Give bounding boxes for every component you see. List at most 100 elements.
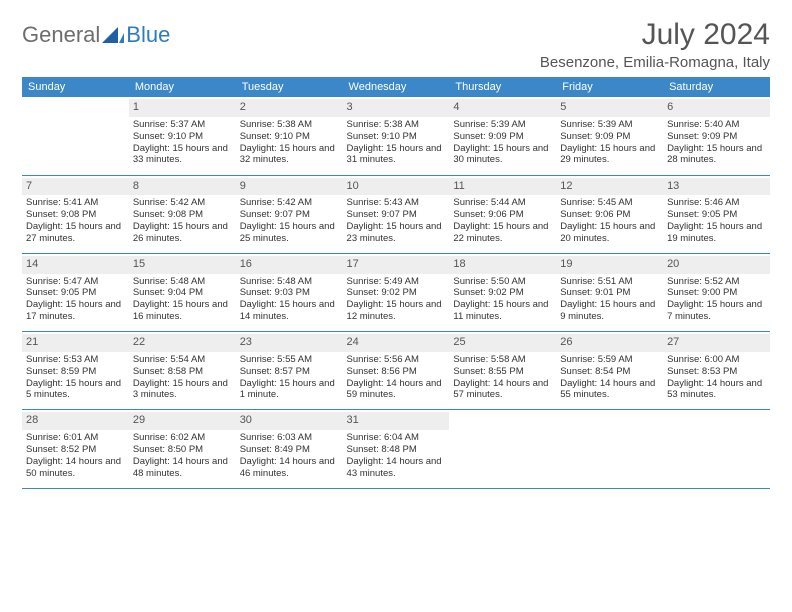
daylight-line: Daylight: 14 hours and 55 minutes. [560, 378, 659, 402]
calendar-cell: 15Sunrise: 5:48 AMSunset: 9:04 PMDayligh… [129, 253, 236, 331]
sunrise-line: Sunrise: 6:02 AM [133, 432, 232, 444]
logo-sail-icon [102, 27, 124, 43]
day-number: 24 [343, 334, 450, 352]
sunrise-line: Sunrise: 5:48 AM [240, 276, 339, 288]
daylight-line: Daylight: 15 hours and 11 minutes. [453, 299, 552, 323]
header: General Blue July 2024 Besenzone, Emilia… [22, 18, 770, 71]
title-block: July 2024 Besenzone, Emilia-Romagna, Ita… [540, 18, 770, 71]
sunrise-line: Sunrise: 5:47 AM [26, 276, 125, 288]
day-details: Sunrise: 5:55 AMSunset: 8:57 PMDaylight:… [240, 354, 339, 402]
sunrise-line: Sunrise: 5:42 AM [133, 197, 232, 209]
day-number: 14 [22, 256, 129, 274]
day-details: Sunrise: 5:42 AMSunset: 9:08 PMDaylight:… [133, 197, 232, 245]
sunrise-line: Sunrise: 5:54 AM [133, 354, 232, 366]
daylight-line: Daylight: 14 hours and 57 minutes. [453, 378, 552, 402]
calendar-cell: 6Sunrise: 5:40 AMSunset: 9:09 PMDaylight… [663, 97, 770, 175]
calendar-week: 7Sunrise: 5:41 AMSunset: 9:08 PMDaylight… [22, 175, 770, 253]
day-number: 10 [343, 178, 450, 196]
day-header: Monday [129, 77, 236, 97]
calendar-cell: 16Sunrise: 5:48 AMSunset: 9:03 PMDayligh… [236, 253, 343, 331]
daylight-line: Daylight: 15 hours and 23 minutes. [347, 221, 446, 245]
sunset-line: Sunset: 8:56 PM [347, 366, 446, 378]
calendar-cell: 14Sunrise: 5:47 AMSunset: 9:05 PMDayligh… [22, 253, 129, 331]
sunset-line: Sunset: 9:09 PM [453, 131, 552, 143]
day-number: 20 [663, 256, 770, 274]
day-header: Friday [556, 77, 663, 97]
sunrise-line: Sunrise: 5:44 AM [453, 197, 552, 209]
day-details: Sunrise: 5:45 AMSunset: 9:06 PMDaylight:… [560, 197, 659, 245]
day-number: 28 [22, 412, 129, 430]
sunset-line: Sunset: 8:59 PM [26, 366, 125, 378]
calendar-cell: 11Sunrise: 5:44 AMSunset: 9:06 PMDayligh… [449, 175, 556, 253]
day-details: Sunrise: 5:44 AMSunset: 9:06 PMDaylight:… [453, 197, 552, 245]
calendar-cell: 7Sunrise: 5:41 AMSunset: 9:08 PMDaylight… [22, 175, 129, 253]
day-details: Sunrise: 5:59 AMSunset: 8:54 PMDaylight:… [560, 354, 659, 402]
calendar-cell-empty [449, 410, 556, 488]
day-number: 29 [129, 412, 236, 430]
daylight-line: Daylight: 14 hours and 46 minutes. [240, 456, 339, 480]
calendar-cell: 2Sunrise: 5:38 AMSunset: 9:10 PMDaylight… [236, 97, 343, 175]
calendar-cell: 3Sunrise: 5:38 AMSunset: 9:10 PMDaylight… [343, 97, 450, 175]
calendar-cell: 26 Sunrise: 5:59 AMSunset: 8:54 PMDayligh… [556, 332, 663, 410]
sunrise-line: Sunrise: 5:38 AM [240, 119, 339, 131]
sunset-line: Sunset: 8:54 PM [560, 366, 659, 378]
calendar-cell: 9Sunrise: 5:42 AMSunset: 9:07 PMDaylight… [236, 175, 343, 253]
sunset-line: Sunset: 9:03 PM [240, 287, 339, 299]
calendar-cell: 22Sunrise: 5:54 AMSunset: 8:58 PMDayligh… [129, 332, 236, 410]
sunrise-line: Sunrise: 5:45 AM [560, 197, 659, 209]
sunrise-line: Sunrise: 5:43 AM [347, 197, 446, 209]
sunrise-line: Sunrise: 5:48 AM [133, 276, 232, 288]
daylight-line: Daylight: 15 hours and 30 minutes. [453, 143, 552, 167]
daylight-line: Daylight: 15 hours and 16 minutes. [133, 299, 232, 323]
sunrise-line: Sunrise: 5:58 AM [453, 354, 552, 366]
sunset-line: Sunset: 9:10 PM [347, 131, 446, 143]
day-header: Thursday [449, 77, 556, 97]
day-details: Sunrise: 6:00 AMSunset: 8:53 PMDaylight:… [667, 354, 766, 402]
calendar-cell: 20Sunrise: 5:52 AMSunset: 9:00 PMDayligh… [663, 253, 770, 331]
daylight-line: Daylight: 14 hours and 48 minutes. [133, 456, 232, 480]
sunrise-line: Sunrise: 5:49 AM [347, 276, 446, 288]
daylight-line: Daylight: 15 hours and 17 minutes. [26, 299, 125, 323]
calendar-cell: 23Sunrise: 5:55 AMSunset: 8:57 PMDayligh… [236, 332, 343, 410]
sunset-line: Sunset: 9:08 PM [133, 209, 232, 221]
calendar-week: 21Sunrise: 5:53 AMSunset: 8:59 PMDayligh… [22, 332, 770, 410]
day-details: Sunrise: 5:39 AMSunset: 9:09 PMDaylight:… [453, 119, 552, 167]
sunset-line: Sunset: 8:50 PM [133, 444, 232, 456]
day-number: 2 [236, 99, 343, 117]
day-number: 19 [556, 256, 663, 274]
calendar-cell: 19 Sunrise: 5:51 AMSunset: 9:01 PMDayligh… [556, 253, 663, 331]
calendar-cell-empty [22, 97, 129, 175]
daylight-line: Daylight: 15 hours and 12 minutes. [347, 299, 446, 323]
sunset-line: Sunset: 9:04 PM [133, 287, 232, 299]
calendar-week: 1Sunrise: 5:37 AMSunset: 9:10 PMDaylight… [22, 97, 770, 175]
day-number: 8 [129, 178, 236, 196]
calendar-cell: 18Sunrise: 5:50 AMSunset: 9:02 PMDayligh… [449, 253, 556, 331]
sunset-line: Sunset: 9:10 PM [240, 131, 339, 143]
day-header: Saturday [663, 77, 770, 97]
sunrise-line: Sunrise: 5:53 AM [26, 354, 125, 366]
day-number: 1 [129, 99, 236, 117]
day-details: Sunrise: 6:01 AMSunset: 8:52 PMDaylight:… [26, 432, 125, 480]
day-details: Sunrise: 5:40 AMSunset: 9:09 PMDaylight:… [667, 119, 766, 167]
day-number: 26 [556, 334, 663, 352]
calendar-cell-empty [663, 410, 770, 488]
day-number: 11 [449, 178, 556, 196]
calendar-cell-empty [556, 410, 663, 488]
daylight-line: Daylight: 15 hours and 22 minutes. [453, 221, 552, 245]
sunrise-line: Sunrise: 6:04 AM [347, 432, 446, 444]
calendar-cell: 30Sunrise: 6:03 AMSunset: 8:49 PMDayligh… [236, 410, 343, 488]
day-details: Sunrise: 5:56 AMSunset: 8:56 PMDaylight:… [347, 354, 446, 402]
sunrise-line: Sunrise: 5:50 AM [453, 276, 552, 288]
calendar-cell: 21Sunrise: 5:53 AMSunset: 8:59 PMDayligh… [22, 332, 129, 410]
sunrise-line: Sunrise: 5:52 AM [667, 276, 766, 288]
sunset-line: Sunset: 9:06 PM [453, 209, 552, 221]
day-number: 13 [663, 178, 770, 196]
calendar-table: SundayMondayTuesdayWednesdayThursdayFrid… [22, 77, 770, 489]
logo-text-general: General [22, 22, 100, 48]
calendar-cell: 5Sunrise: 5:39 AMSunset: 9:09 PMDaylight… [556, 97, 663, 175]
day-details: Sunrise: 5:51 AMSunset: 9:01 PMDaylight:… [560, 276, 659, 324]
sunrise-line: Sunrise: 5:42 AM [240, 197, 339, 209]
calendar-cell: 12Sunrise: 5:45 AMSunset: 9:06 PMDayligh… [556, 175, 663, 253]
location: Besenzone, Emilia-Romagna, Italy [540, 54, 770, 71]
calendar-cell: 24 Sunrise: 5:56 AMSunset: 8:56 PMDayligh… [343, 332, 450, 410]
